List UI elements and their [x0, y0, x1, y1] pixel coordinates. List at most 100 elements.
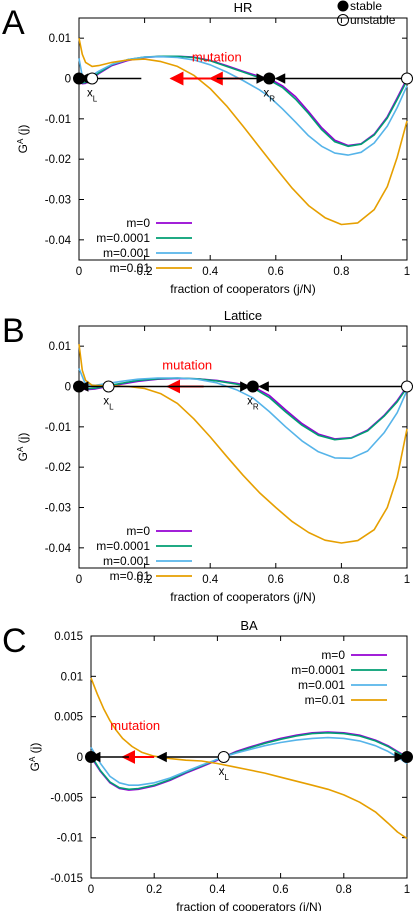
fixed-point-label: xL	[103, 396, 114, 412]
legend-label: m=0.0001	[96, 231, 150, 245]
fixed-point-label: xL	[87, 88, 98, 104]
x-tick-label: 0.8	[333, 266, 349, 278]
legend-label: m=0.01	[110, 261, 151, 275]
legend-label: m=0.0001	[96, 539, 150, 553]
series-line-m-0	[78, 377, 408, 440]
x-tick-label: 0.8	[333, 574, 349, 586]
legend-label: m=0.001	[103, 246, 150, 260]
y-tick-label: -0.005	[50, 792, 83, 804]
stable-point	[73, 72, 85, 85]
x-tick-label: 0.6	[268, 266, 284, 278]
y-axis-label: GA (j)	[28, 743, 43, 772]
y-tick-label: 0.015	[54, 631, 83, 643]
stability-legend: stable unstable	[337, 0, 396, 27]
y-axis-label: GA (j)	[16, 125, 31, 154]
series-line-m-0-001	[78, 55, 408, 156]
y-tick-label: 0	[77, 752, 83, 764]
legend-label: m=0.01	[305, 693, 346, 707]
legend-label: m=0	[321, 648, 345, 662]
x-tick-label: 0.8	[336, 884, 352, 896]
y-tick-label: -0.02	[45, 462, 71, 474]
y-tick-label: -0.02	[45, 154, 71, 166]
x-axis-label: fraction of cooperators (j/N)	[170, 282, 315, 296]
y-tick-label: -0.04	[45, 543, 72, 555]
legend-label: m=0.001	[298, 678, 345, 692]
series-line-m-0	[78, 55, 408, 147]
plot-frame	[78, 325, 408, 569]
panel-letter: B	[2, 312, 25, 350]
mutation-label: mutation	[192, 50, 242, 65]
series-line-m-0-01	[90, 677, 408, 840]
x-tick-label: 1	[404, 574, 410, 586]
x-tick-label: 0.4	[209, 884, 226, 896]
series-line-m-0-01	[78, 344, 408, 544]
stable-legend-label: stable	[350, 0, 382, 13]
stable-point	[401, 751, 413, 763]
x-tick-label: 1	[404, 266, 410, 278]
panel-b: B Lattice 0 0.2 0.4 0.6 0.8 1 0.01 0 -0.01 -0.02 -0.…	[2, 308, 413, 604]
y-tick-label: 0.005	[54, 712, 83, 724]
series-line-m-0-0001	[78, 55, 408, 148]
y-tick-label: 0.01	[61, 671, 83, 683]
chart-title: BA	[240, 618, 258, 633]
y-axis-label: GA (j)	[16, 433, 31, 462]
fixed-point-label: xL	[219, 766, 230, 782]
y-tick-label: -0.015	[50, 873, 83, 885]
stable-point	[246, 380, 259, 393]
panel-a: A HR 0 0.2 0.4 0.6 0.8 1 0.01 0 -0.01 -0.02 -0.03 -0.…	[2, 0, 413, 296]
y-tick-label: -0.01	[45, 422, 71, 434]
y-tick-label: -0.04	[45, 235, 72, 247]
chart-title: HR	[234, 0, 253, 15]
x-axis-label: fraction of cooperators (j/N)	[170, 590, 315, 604]
unstable-point	[401, 72, 413, 85]
x-tick-label: 0.2	[137, 266, 153, 278]
panel-letter: A	[2, 4, 25, 42]
x-tick-label: 1	[404, 884, 410, 896]
legend-label: m=0.0001	[291, 663, 345, 677]
chart-title: Lattice	[224, 308, 262, 323]
plot-frame	[78, 17, 408, 261]
panel-letter: C	[2, 622, 27, 660]
series-line-m-0-01	[78, 38, 408, 226]
unstable-point	[217, 751, 230, 763]
stable-point	[85, 751, 97, 763]
mutation-label: mutation	[162, 358, 212, 373]
unstable-point	[102, 380, 115, 393]
x-tick-label: 0	[76, 574, 82, 586]
series-line-m-0-001	[78, 368, 408, 460]
x-tick-label: 0.2	[146, 884, 162, 896]
y-tick-label: 0.01	[49, 341, 71, 353]
x-tick-label: 0.6	[268, 574, 284, 586]
y-tick-label: -0.03	[45, 195, 71, 207]
legend-label: m=0	[126, 524, 150, 538]
legend-label: m=0	[126, 216, 150, 230]
x-tick-label: 0	[88, 884, 94, 896]
fixed-point-label: xR	[263, 88, 275, 104]
mutation-label: mutation	[110, 718, 160, 733]
x-tick-label: 0.4	[202, 574, 219, 586]
y-tick-label: 0	[65, 74, 71, 86]
stable-point	[263, 72, 276, 85]
y-tick-label: -0.01	[45, 114, 71, 126]
y-tick-label: 0	[65, 382, 71, 394]
unstable-point	[401, 380, 413, 393]
series-line-m-0-001	[90, 736, 408, 787]
panel-c: C BA 0 0.2 0.4 0.6 0.8 1 0.015 0.01 0.005 0 -0.005 -0…	[2, 618, 413, 911]
y-tick-label: -0.01	[57, 833, 83, 845]
unstable-point	[86, 72, 99, 85]
x-tick-label: 0.2	[137, 574, 153, 586]
unstable-marker	[337, 14, 349, 26]
y-tick-label: -0.03	[45, 503, 71, 515]
x-tick-label: 0	[76, 266, 82, 278]
y-tick-label: 0.01	[49, 33, 71, 45]
x-tick-label: 0.6	[273, 884, 289, 896]
legend-label: m=0.001	[103, 554, 150, 568]
unstable-legend-label: unstable	[350, 13, 396, 27]
legend-label: m=0.01	[110, 569, 151, 583]
fixed-point-label: xR	[247, 396, 259, 412]
x-axis-label: fraction of cooperators (j/N)	[176, 900, 321, 911]
x-tick-label: 0.4	[202, 266, 219, 278]
stable-marker	[337, 0, 349, 12]
stable-point	[73, 380, 85, 393]
